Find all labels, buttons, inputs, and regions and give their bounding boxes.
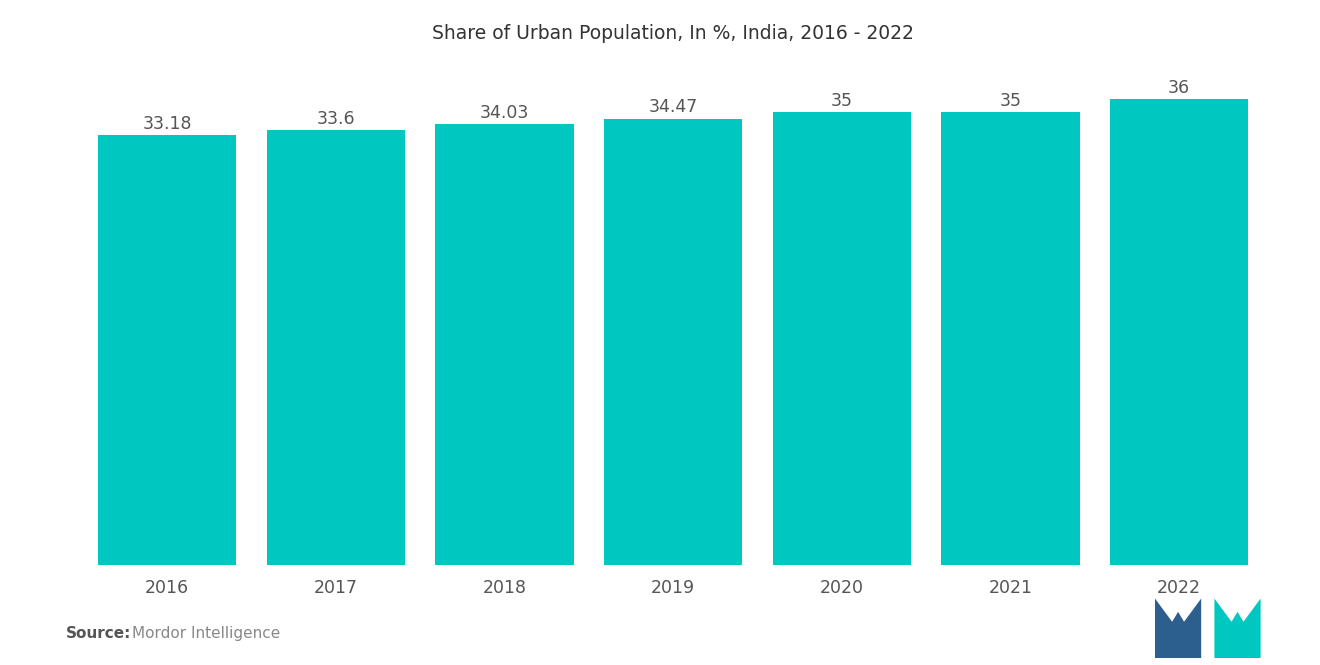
Text: 34.47: 34.47 <box>648 98 698 116</box>
Bar <box>605 119 742 565</box>
Bar <box>1110 99 1249 565</box>
Text: 35: 35 <box>999 92 1022 110</box>
Bar <box>267 130 405 565</box>
Bar <box>941 112 1080 565</box>
Title: Share of Urban Population, In %, India, 2016 - 2022: Share of Urban Population, In %, India, … <box>432 24 915 43</box>
Text: 33.6: 33.6 <box>317 110 355 128</box>
Text: 33.18: 33.18 <box>143 115 191 133</box>
Text: 36: 36 <box>1168 78 1191 96</box>
Bar <box>98 136 236 565</box>
Polygon shape <box>1214 598 1261 658</box>
Text: 34.03: 34.03 <box>480 104 529 122</box>
Polygon shape <box>1155 598 1201 658</box>
Text: Mordor Intelligence: Mordor Intelligence <box>132 626 280 642</box>
Text: 35: 35 <box>830 92 853 110</box>
Bar <box>772 112 911 565</box>
Bar <box>436 124 574 565</box>
Text: Source:: Source: <box>66 626 132 642</box>
